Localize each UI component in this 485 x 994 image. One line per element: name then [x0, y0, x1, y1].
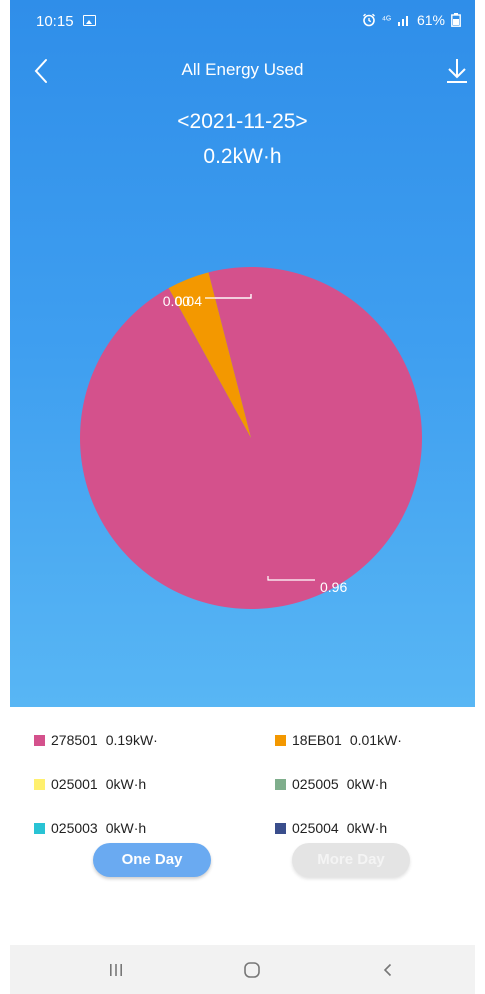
legend-device-id: 025004 [292, 820, 339, 836]
home-button[interactable] [232, 957, 272, 983]
legend-swatch [34, 734, 45, 746]
network-type-label: ⁴ᴳ [381, 14, 391, 26]
chevron-left-icon [34, 59, 47, 83]
legend-swatch [275, 734, 286, 746]
legend-item-025005: 025005 0kW·h [275, 776, 387, 792]
legend-swatch [34, 822, 45, 834]
back-icon [383, 963, 392, 977]
pie-data-label-025001: 0.00 [163, 293, 190, 309]
download-button[interactable] [443, 56, 471, 86]
legend-device-id: 025001 [51, 776, 98, 792]
energy-pie-chart: 0.96 0.040.00 [79, 267, 422, 609]
legend-device-id: 025005 [292, 776, 339, 792]
system-navigation-bar [10, 945, 475, 994]
more-day-button[interactable]: More Day [292, 843, 410, 877]
legend-item-025001: 025001 0kW·h [34, 776, 146, 792]
status-right-group: ⁴ᴳ 61% [362, 12, 461, 28]
legend-device-id: 18EB01 [292, 732, 342, 748]
hero-panel: 10:15 ⁴ᴳ 61% [10, 0, 475, 707]
date-selector[interactable]: <2021-11-25> [177, 110, 308, 133]
legend-device-id: 025003 [51, 820, 98, 836]
pie-slice-278501 [79, 267, 422, 609]
home-icon [244, 962, 260, 978]
legend-value: 0kW·h [346, 776, 388, 792]
legend-value: 0kW·h [105, 776, 147, 792]
system-back-button[interactable] [368, 957, 408, 983]
legend-swatch [275, 778, 286, 790]
alarm-icon [362, 13, 375, 27]
page-title: All Energy Used [181, 60, 304, 79]
pie-data-label-18EB01: 0.04 [175, 293, 202, 309]
battery-icon [451, 13, 461, 27]
recent-apps-button[interactable] [96, 957, 136, 983]
legend-swatch [275, 822, 286, 834]
back-button[interactable] [30, 56, 56, 86]
legend-value: 0.01kW· [349, 732, 402, 748]
legend-item-278501: 278501 0.19kW· [34, 732, 158, 748]
status-bar: 10:15 ⁴ᴳ 61% [10, 0, 475, 44]
status-time: 10:15 [36, 13, 74, 30]
legend-device-id: 278501 [51, 732, 98, 748]
pie-slice-18EB01 [168, 272, 251, 438]
total-energy: 0.2kW·h [203, 145, 282, 168]
signal-icon [397, 16, 408, 26]
legend-value: 0.19kW· [105, 732, 158, 748]
image-notification-icon [83, 15, 96, 26]
one-day-button[interactable]: One Day [93, 843, 211, 877]
battery-percent: 61% [416, 12, 445, 28]
legend-item-025003: 025003 0kW·h [34, 820, 146, 836]
legend-item-18EB01: 18EB01 0.01kW· [275, 732, 402, 748]
pie-data-label-278501: 0.96 [320, 579, 347, 595]
legend: 278501 0.19kW· 18EB01 0.01kW· 025001 0kW·h 025… [10, 720, 475, 838]
recent-apps-icon [110, 964, 122, 976]
legend-item-025004: 025004 0kW·h [275, 820, 387, 836]
download-icon [447, 59, 467, 83]
legend-value: 0kW·h [346, 820, 388, 836]
pie-label-line-278501 [267, 576, 315, 581]
app-screen: 10:15 ⁴ᴳ 61% [10, 0, 475, 994]
pie-label-line-025001 [215, 294, 252, 299]
legend-swatch [34, 778, 45, 790]
legend-value: 0kW·h [105, 820, 147, 836]
